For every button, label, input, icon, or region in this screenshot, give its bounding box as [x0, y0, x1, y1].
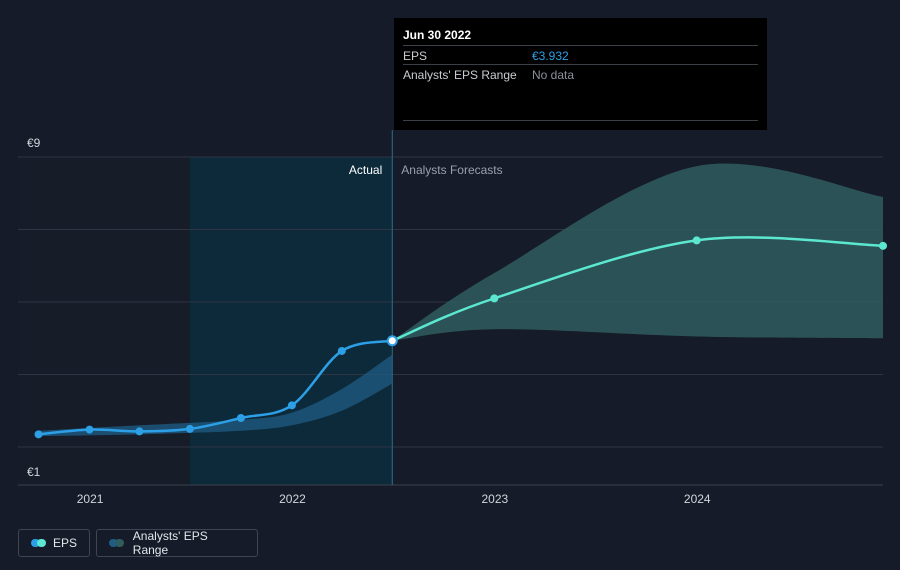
eps-lines	[38, 236, 884, 436]
y-tick-label-top: €9	[27, 136, 41, 150]
eps-point	[692, 236, 701, 245]
eps-points	[34, 236, 887, 439]
eps-range-band-actual	[38, 354, 393, 437]
eps-point	[236, 414, 245, 422]
tooltip-divider	[403, 120, 758, 121]
tooltip-row-eps: EPS €3.932	[403, 45, 758, 64]
actual-region-label: Actual	[349, 163, 382, 177]
chart-labels: €9 €1 2021 2022 2023 2024 Actual Analysts Forec…	[27, 136, 711, 506]
eps-point	[185, 424, 194, 433]
eps-point	[490, 294, 499, 303]
eps-point	[85, 425, 94, 434]
tooltip-date: Jun 30 2022	[403, 28, 472, 42]
eps-line-actual	[38, 339, 393, 436]
tooltip-row-range: Analysts' EPS Range No data	[403, 64, 758, 83]
eps-line-forecast	[391, 236, 884, 342]
eps-point	[34, 430, 43, 439]
eps-point-highlight	[386, 335, 398, 347]
eps-legend-icon	[31, 539, 46, 547]
actual-period-shade	[189, 157, 393, 485]
tooltip-range-label: Analysts' EPS Range	[403, 68, 517, 82]
chart-background-shading	[18, 157, 393, 485]
y-tick-label-bottom: €1	[27, 465, 41, 479]
eps-range-legend-icon	[109, 539, 125, 547]
legend-item-eps-range[interactable]: Analysts' EPS Range	[96, 529, 258, 557]
x-tick-label: 2024	[684, 492, 711, 506]
eps-point	[337, 346, 346, 355]
x-tick-label: 2021	[77, 492, 104, 506]
tooltip-eps-value: €3.932	[532, 49, 569, 63]
chart-legend: EPS Analysts' EPS Range	[18, 529, 258, 559]
x-tick-label: 2023	[482, 492, 509, 506]
x-tick-label: 2022	[279, 492, 306, 506]
forecast-region-label: Analysts Forecasts	[401, 163, 502, 177]
eps-point	[287, 401, 296, 410]
tooltip-range-value: No data	[532, 68, 575, 82]
chart-tooltip: Jun 30 2022 EPS €3.932 Analysts' EPS Ran…	[394, 18, 767, 130]
legend-item-eps[interactable]: EPS	[18, 529, 90, 557]
tooltip-eps-label: EPS	[403, 49, 428, 63]
legend-label-eps-range: Analysts' EPS Range	[132, 529, 208, 557]
eps-point	[879, 241, 887, 250]
eps-point	[135, 427, 144, 436]
legend-label-eps: EPS	[52, 536, 77, 550]
